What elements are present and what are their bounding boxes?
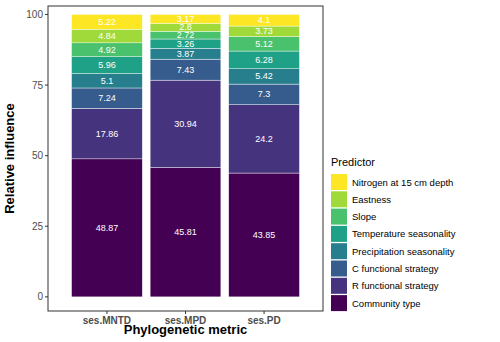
data-label: 24.2 (255, 134, 273, 144)
legend-swatch (331, 295, 347, 311)
data-label: 7.43 (177, 65, 195, 75)
y-tick (45, 155, 48, 156)
data-label: 4.1 (258, 15, 271, 25)
legend-label: Precipitation seasonality (352, 246, 455, 257)
bar-segment (229, 105, 300, 173)
data-label: 3.17 (177, 14, 195, 24)
data-label: 5.1 (101, 76, 114, 86)
bar-segment (72, 108, 143, 158)
legend-swatch (331, 243, 347, 259)
data-label: 30.94 (174, 119, 197, 129)
bar-segment (229, 14, 300, 26)
y-tick-label: 0 (37, 291, 43, 302)
data-label: 7.3 (258, 89, 271, 99)
y-tick (45, 226, 48, 227)
data-label: 45.81 (174, 227, 197, 237)
y-tick-label: 100 (26, 9, 43, 20)
data-label: 17.86 (96, 129, 119, 139)
plot-background (48, 6, 323, 311)
bar-segment (229, 69, 300, 84)
bar-segment (229, 84, 300, 105)
bar-segment (150, 80, 221, 167)
bar-segment (72, 29, 143, 43)
x-tick (106, 311, 107, 314)
data-label: 4.84 (98, 31, 116, 41)
bar-segment (229, 51, 300, 69)
legend-label: Slope (352, 211, 376, 222)
bars (72, 14, 300, 296)
data-label: 6.28 (255, 55, 273, 65)
legend-label: C functional strategy (352, 263, 439, 274)
data-label: 7.24 (98, 93, 116, 103)
data-labels: 48.87 17.86 7.24 5.1 5.96 4.92 4.84 5.22 45.81 30… (96, 14, 276, 240)
legend-swatch (331, 278, 347, 294)
chart: 48.87 17.86 7.24 5.1 5.96 4.92 4.84 5.22 45.81 30… (0, 0, 500, 342)
data-label: 43.85 (253, 230, 276, 240)
legend-label: Temperature seasonality (352, 228, 456, 239)
bar-segment (150, 168, 221, 297)
bar-segment (72, 74, 143, 88)
data-label: 3.73 (255, 26, 273, 36)
bar-segment (72, 159, 143, 297)
legend-swatch (331, 209, 347, 225)
legend-swatch (331, 191, 347, 207)
bar-segment (150, 48, 221, 59)
y-tick-label: 75 (32, 80, 44, 91)
data-label: 5.22 (98, 17, 116, 27)
bar-segment (72, 14, 143, 29)
y-axis-title: Relative influence (2, 103, 17, 214)
legend-label: R functional strategy (352, 280, 439, 291)
x-tick (185, 311, 186, 314)
x-axis-title: Phylogenetic metric (124, 322, 248, 337)
y-tick-label: 50 (32, 150, 44, 161)
bar-segment (72, 43, 143, 57)
x-tick-label: ses.PD (247, 315, 280, 326)
y-tick (45, 85, 48, 86)
bar-segment (150, 14, 221, 23)
data-label: 4.92 (98, 45, 116, 55)
bar-segment (229, 26, 300, 37)
data-label: 5.42 (255, 71, 273, 81)
legend-swatch (331, 226, 347, 242)
x-tick (264, 311, 265, 314)
legend-swatch (331, 174, 347, 190)
bar-segment (150, 39, 221, 48)
bar-segment (150, 59, 221, 80)
bar-segment (72, 88, 143, 108)
y-tick (45, 296, 48, 297)
legend-swatch (331, 261, 347, 277)
data-label: 3.87 (177, 49, 195, 59)
legend-label: Eastness (352, 194, 391, 205)
data-label: 5.12 (255, 39, 273, 49)
y-tick (45, 14, 48, 15)
legend: Predictor Nitrogen at 15 cm depth Eastness… (331, 156, 456, 311)
bar-segment (229, 173, 300, 297)
plot-frame (48, 6, 323, 311)
bar-segment (229, 37, 300, 51)
legend-title: Predictor (331, 156, 375, 168)
y-tick-label: 25 (32, 221, 44, 232)
data-label: 5.96 (98, 60, 116, 70)
data-label: 48.87 (96, 223, 119, 233)
legend-label: Community type (352, 298, 421, 309)
legend-label: Nitrogen at 15 cm depth (352, 177, 453, 188)
bar-segment (72, 57, 143, 74)
